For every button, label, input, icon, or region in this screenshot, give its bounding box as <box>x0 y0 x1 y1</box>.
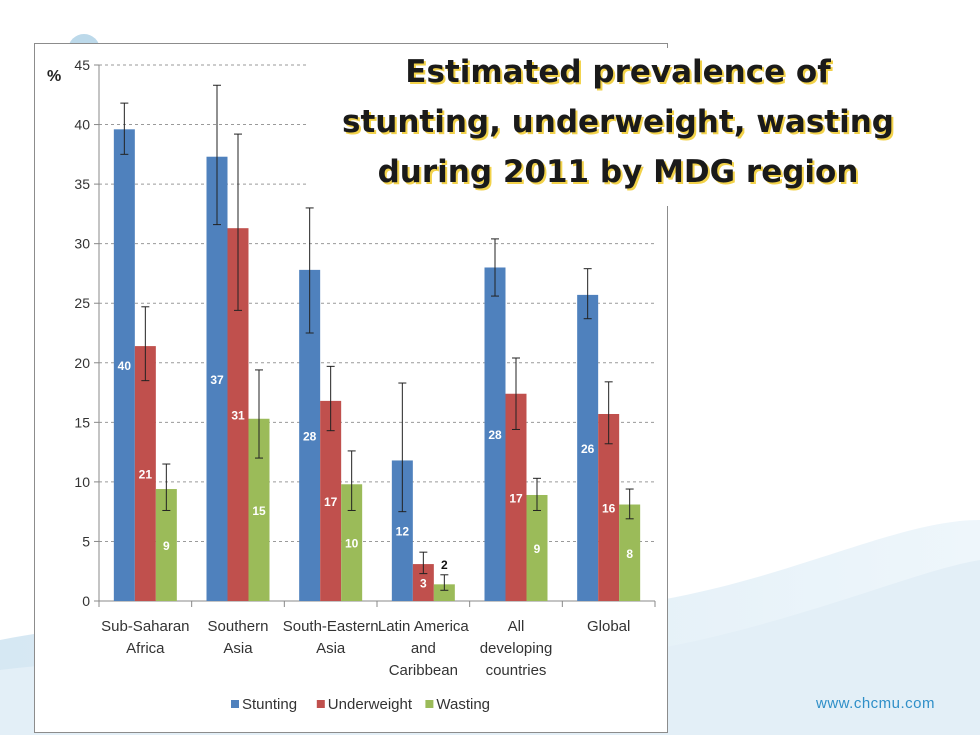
bar-underweight <box>227 228 249 601</box>
slide-title: Estimated prevalence of stunting, underw… <box>306 48 930 206</box>
bar-underweight <box>134 346 156 601</box>
legend-swatch-stunting <box>231 700 239 708</box>
title-line-1: Estimated prevalence of <box>405 54 831 90</box>
website-url: www.chcmu.com <box>816 695 936 712</box>
data-label: 10 <box>345 537 359 551</box>
data-label: 9 <box>534 542 541 556</box>
data-label: 12 <box>396 525 410 539</box>
bar-wasting <box>433 584 455 601</box>
data-label: 28 <box>488 428 502 442</box>
x-tick-label: Latin America <box>378 618 470 635</box>
legend-label-stunting: Stunting <box>242 696 297 713</box>
bar-underweight <box>598 413 620 601</box>
x-tick-label: Africa <box>126 640 165 657</box>
y-axis-label: % <box>47 68 61 85</box>
x-tick-label: developing <box>480 640 553 657</box>
data-label: 3 <box>420 577 427 591</box>
bar-stunting <box>577 294 599 601</box>
bar-underweight <box>505 393 527 601</box>
x-tick-label: and <box>411 640 436 657</box>
title-line-2: stunting, underweight, wasting <box>342 104 894 140</box>
data-label: 16 <box>602 501 616 515</box>
data-label: 8 <box>626 547 633 561</box>
bar-wasting <box>248 418 270 601</box>
data-label: 31 <box>231 409 245 423</box>
y-tick-label: 45 <box>74 57 90 73</box>
bar-wasting <box>526 494 548 601</box>
data-label: 26 <box>581 442 595 456</box>
bar-stunting <box>391 460 413 601</box>
bar-chart: 0 5 10 15 20 25 30 35 40 45% Sub-Saharan Africa Sout… <box>47 57 656 713</box>
x-tick-label: Sub-Saharan <box>101 618 189 635</box>
title-line-3: during 2011 by MDG region <box>377 154 859 190</box>
y-tick-label: 40 <box>74 117 90 133</box>
data-label: 21 <box>139 468 153 482</box>
bar-wasting <box>341 484 363 601</box>
bar-stunting <box>484 267 506 601</box>
x-tick-label: All <box>508 618 525 635</box>
y-tick-label: 5 <box>82 533 90 549</box>
x-tick-label: Caribbean <box>389 662 458 679</box>
y-tick-label: 20 <box>74 355 90 371</box>
data-label: 37 <box>210 373 224 387</box>
bar-underweight <box>320 400 342 601</box>
x-tick-label: Global <box>587 618 630 635</box>
bar-stunting <box>113 129 135 601</box>
x-tick-label: Southern <box>208 618 269 635</box>
data-label: 17 <box>324 495 338 509</box>
bar-stunting <box>206 156 228 601</box>
legend-swatch-underweight <box>316 700 325 708</box>
data-label: 17 <box>509 491 523 505</box>
data-label: 28 <box>303 429 317 443</box>
x-tick-label: South-Eastern <box>283 618 379 635</box>
y-tick-label: 30 <box>74 236 90 252</box>
y-tick-label: 25 <box>74 295 90 311</box>
legend-label-underweight: Underweight <box>328 696 413 713</box>
bar-wasting <box>155 489 177 601</box>
y-tick-label: 0 <box>82 593 90 609</box>
y-tick-label: 35 <box>74 176 90 192</box>
data-label: 40 <box>118 359 132 373</box>
bar-underweight <box>412 564 434 601</box>
data-label: 2 <box>441 558 448 572</box>
data-label: 9 <box>163 539 170 553</box>
y-tick-label: 15 <box>74 414 90 430</box>
bar-wasting <box>619 504 641 601</box>
bar-stunting <box>299 269 321 601</box>
x-tick-label: Asia <box>223 640 253 657</box>
legend-swatch-wasting <box>425 700 434 708</box>
x-tick-label: countries <box>486 662 547 679</box>
data-label: 15 <box>252 504 266 518</box>
x-tick-label: Asia <box>316 640 346 657</box>
y-tick-label: 10 <box>74 474 90 490</box>
legend-label-wasting: Wasting <box>436 696 490 713</box>
